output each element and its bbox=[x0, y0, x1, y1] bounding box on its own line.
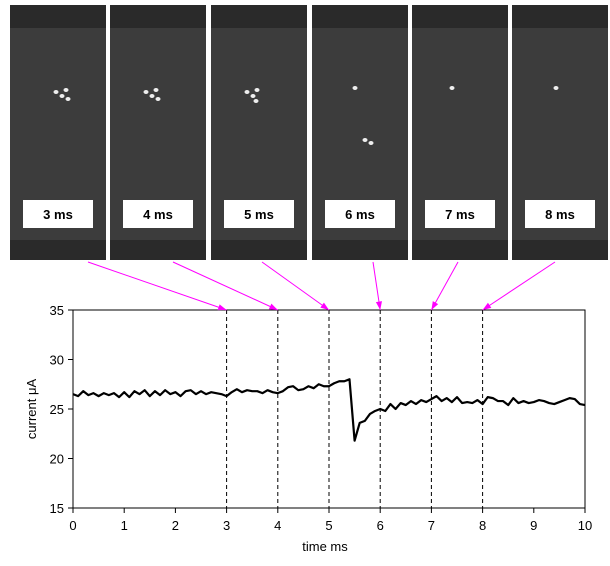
arrow bbox=[262, 262, 329, 310]
x-tick-label: 7 bbox=[428, 518, 435, 533]
video-frame: 7 ms bbox=[412, 5, 508, 260]
frame-band bbox=[10, 240, 106, 260]
frame-band bbox=[312, 5, 408, 28]
x-tick-label: 1 bbox=[121, 518, 128, 533]
x-tick-label: 8 bbox=[479, 518, 486, 533]
frame-band bbox=[10, 5, 106, 28]
particle bbox=[251, 94, 256, 98]
particle bbox=[64, 88, 69, 92]
frame-band bbox=[312, 240, 408, 260]
y-axis-label: current μA bbox=[24, 379, 39, 440]
arrow-head bbox=[320, 303, 329, 310]
y-tick-label: 20 bbox=[50, 452, 64, 467]
video-frame: 5 ms bbox=[211, 5, 307, 260]
arrow bbox=[88, 262, 227, 310]
frame-label: 5 ms bbox=[244, 207, 274, 222]
particle bbox=[66, 97, 71, 101]
particle bbox=[450, 86, 455, 90]
x-tick-label: 10 bbox=[578, 518, 592, 533]
frame-band bbox=[412, 240, 508, 260]
x-tick-label: 0 bbox=[69, 518, 76, 533]
video-frame: 4 ms bbox=[110, 5, 206, 260]
frame-band bbox=[110, 5, 206, 28]
particle bbox=[144, 90, 149, 94]
particle bbox=[369, 141, 374, 145]
video-frame: 8 ms bbox=[512, 5, 608, 260]
particle bbox=[156, 97, 161, 101]
particle bbox=[60, 94, 65, 98]
x-tick-label: 2 bbox=[172, 518, 179, 533]
x-tick-label: 4 bbox=[274, 518, 281, 533]
arrow-head bbox=[483, 303, 492, 310]
arrow-head bbox=[431, 301, 438, 310]
x-tick-label: 5 bbox=[325, 518, 332, 533]
particle bbox=[353, 86, 358, 90]
figure: time ms current μA 3 ms 4 ms 5 ms 6 ms 7 ms 8… bbox=[0, 0, 610, 561]
video-frame: 6 ms bbox=[312, 5, 408, 260]
particle bbox=[554, 86, 559, 90]
x-tick-label: 6 bbox=[377, 518, 384, 533]
arrow bbox=[483, 262, 555, 310]
arrow-head bbox=[218, 304, 227, 310]
frame-band bbox=[211, 240, 307, 260]
frame-band bbox=[512, 240, 608, 260]
frame-label: 6 ms bbox=[345, 207, 375, 222]
y-tick-label: 25 bbox=[50, 402, 64, 417]
y-tick-label: 15 bbox=[50, 501, 64, 516]
arrow-head bbox=[376, 301, 382, 310]
particle bbox=[54, 90, 59, 94]
frame-band bbox=[110, 240, 206, 260]
particle bbox=[254, 99, 259, 103]
particle bbox=[150, 94, 155, 98]
x-axis-label: time ms bbox=[302, 539, 348, 554]
frame-label: 4 ms bbox=[143, 207, 173, 222]
x-tick-label: 3 bbox=[223, 518, 230, 533]
frame-label: 8 ms bbox=[545, 207, 575, 222]
frame-band bbox=[512, 5, 608, 28]
arrow-head bbox=[269, 304, 278, 310]
video-frame: 3 ms bbox=[10, 5, 106, 260]
particle bbox=[154, 88, 159, 92]
frame-label: 3 ms bbox=[43, 207, 73, 222]
particle bbox=[245, 90, 250, 94]
frame-label: 7 ms bbox=[445, 207, 475, 222]
x-tick-label: 9 bbox=[530, 518, 537, 533]
particle bbox=[363, 138, 368, 142]
arrow bbox=[173, 262, 278, 310]
frame-band bbox=[412, 5, 508, 28]
y-tick-label: 35 bbox=[50, 303, 64, 318]
particle bbox=[255, 88, 260, 92]
frame-band bbox=[211, 5, 307, 28]
y-tick-label: 30 bbox=[50, 353, 64, 368]
